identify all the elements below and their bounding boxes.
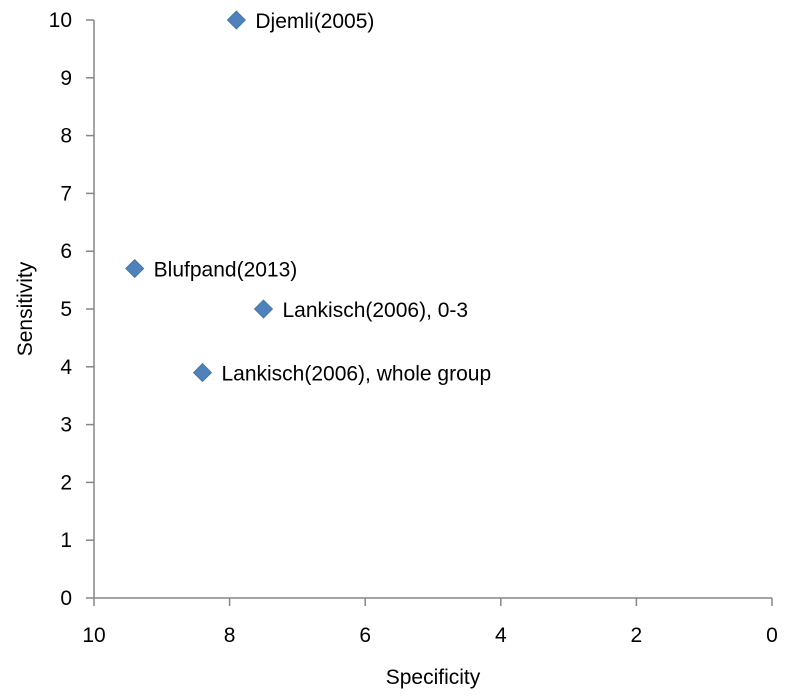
- data-label: Blufpand(2013): [154, 259, 298, 282]
- x-tick-label: 0: [766, 624, 778, 647]
- data-point: [192, 363, 213, 383]
- y-tick-label: 1: [60, 529, 72, 552]
- x-tick-label: 10: [82, 624, 105, 647]
- x-axis-title: Specificity: [386, 666, 481, 689]
- data-point: [253, 299, 274, 319]
- data-point: [226, 10, 246, 30]
- y-tick-label: 4: [60, 356, 72, 379]
- y-axis-ticks: 0 1 2 3 4 5 6 7 8 9 10: [49, 9, 94, 610]
- x-tick-label: 8: [224, 624, 236, 647]
- data-label: Lankisch(2006), 0-3: [283, 299, 469, 322]
- plot-area: 0 1 2 3 4 5 6 7 8 9 10 10 8 6 4 2 0 Djemli(2005) Blufpan…: [49, 9, 778, 647]
- y-tick-label: 2: [60, 471, 72, 494]
- y-axis-title: Sensitivity: [14, 261, 37, 356]
- x-tick-label: 4: [495, 624, 507, 647]
- y-tick-label: 5: [60, 298, 72, 321]
- y-tick-label: 9: [60, 67, 72, 90]
- data-point: [125, 258, 145, 279]
- data-points: Djemli(2005) Blufpand(2013) Lankisch(2006)…: [125, 10, 491, 386]
- y-tick-label: 8: [60, 125, 72, 148]
- y-tick-label: 6: [60, 240, 72, 263]
- data-label: Djemli(2005): [255, 10, 374, 33]
- x-tick-label: 2: [631, 624, 643, 647]
- data-label: Lankisch(2006), whole group: [221, 363, 491, 386]
- x-tick-label: 6: [359, 624, 371, 647]
- y-tick-label: 0: [60, 587, 72, 610]
- x-axis-ticks: 10 8 6 4 2 0: [82, 598, 778, 647]
- y-tick-label: 3: [60, 414, 72, 437]
- y-tick-label: 7: [60, 182, 72, 205]
- y-tick-label: 10: [49, 9, 72, 32]
